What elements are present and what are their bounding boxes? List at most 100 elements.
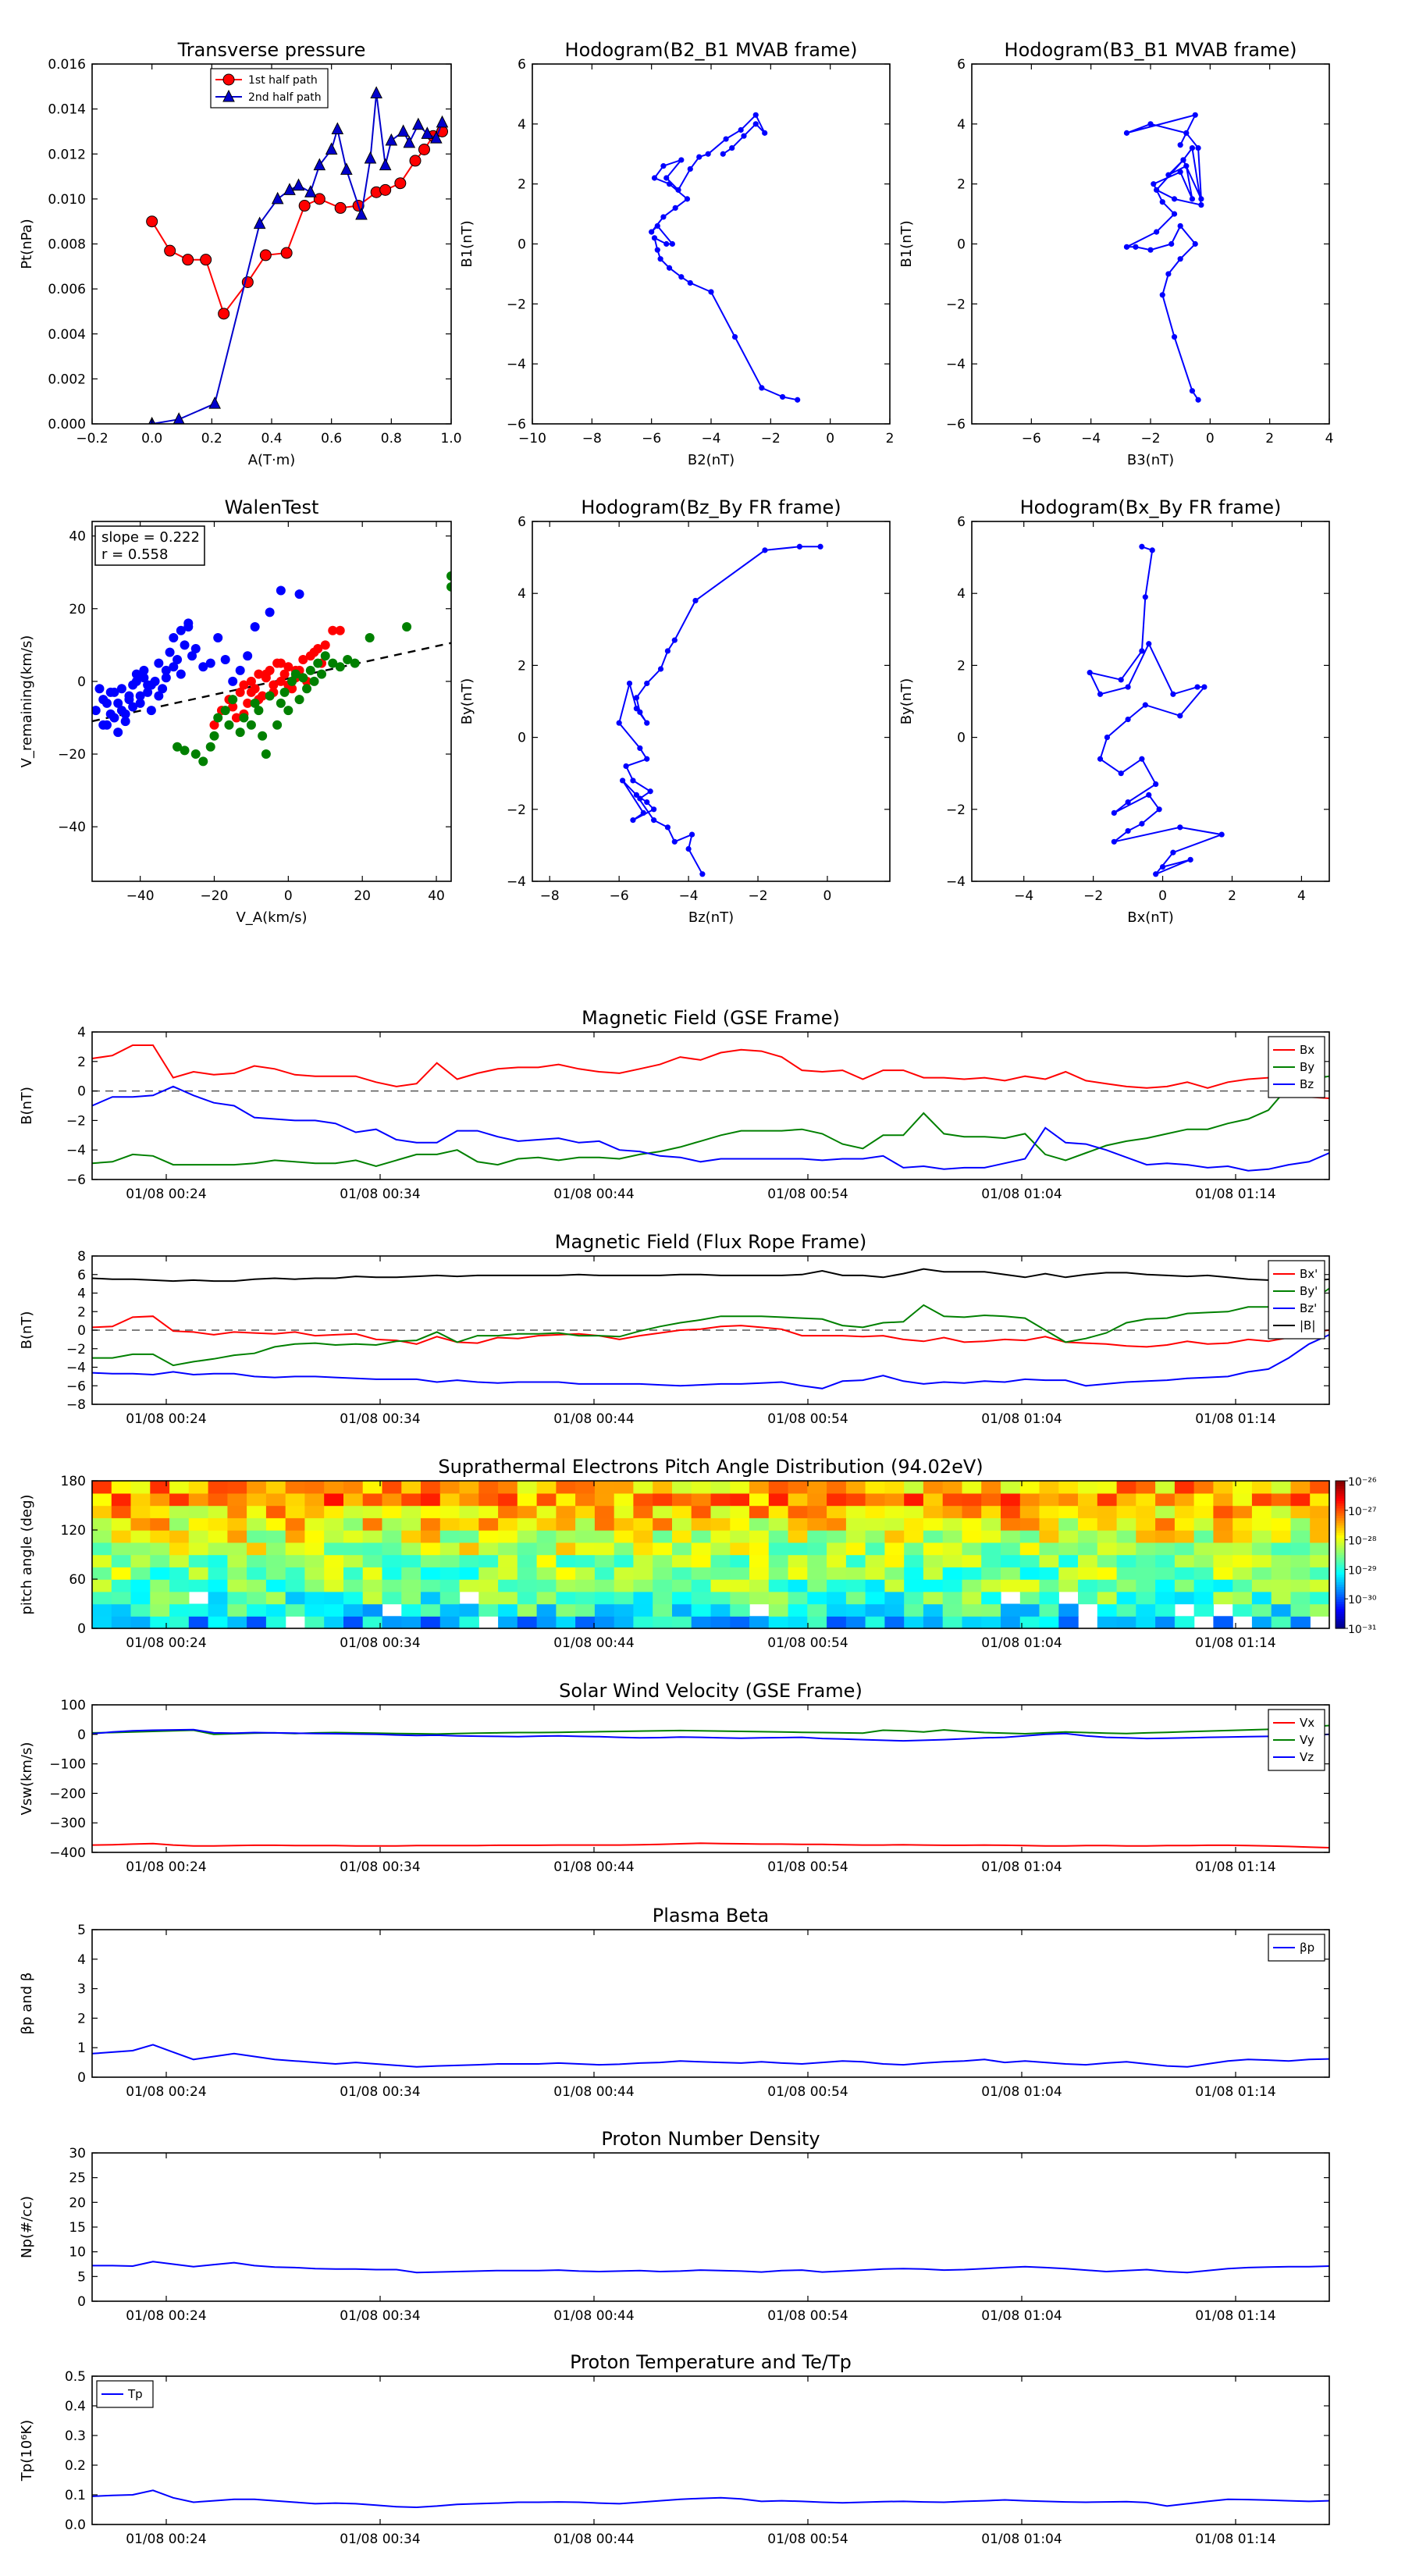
data-point (623, 763, 629, 770)
y-tick-label: 4 (518, 586, 526, 602)
heatmap-cell (614, 1505, 635, 1518)
colorbar-step (1336, 1542, 1345, 1546)
data-point (675, 187, 681, 193)
x-tick-label: 0.8 (381, 431, 402, 447)
heatmap-cell (1174, 1567, 1195, 1580)
y-axis-label: B(nT) (19, 1311, 35, 1350)
heatmap-cell (845, 1530, 866, 1543)
data-point (334, 201, 347, 214)
x-tick-label: −8 (582, 431, 602, 447)
heatmap-cell (672, 1579, 692, 1592)
heatmap-cell (150, 1493, 170, 1507)
heatmap-cell (343, 1579, 364, 1592)
data-point (1149, 547, 1155, 553)
heatmap-cell (1290, 1542, 1311, 1556)
x-tick-label: −8 (540, 888, 560, 904)
heatmap-cell (1001, 1579, 1021, 1592)
colorbar-step (1336, 1562, 1345, 1565)
heatmap-cell (169, 1554, 190, 1567)
y-tick-label: 0.4 (65, 2399, 86, 2414)
heatmap-cell (865, 1616, 885, 1629)
heatmap-cell (884, 1517, 905, 1531)
data-point (699, 871, 706, 877)
heatmap-cell (1213, 1616, 1233, 1629)
y-tick-label: 0 (957, 731, 966, 746)
heatmap-cell (768, 1505, 789, 1518)
heatmap-cell (962, 1579, 982, 1592)
heatmap-cell (672, 1603, 692, 1617)
y-tick-label: 0.002 (48, 372, 86, 387)
data-point (246, 720, 256, 730)
heatmap-cell (517, 1567, 538, 1580)
heatmap-cell (845, 1554, 866, 1567)
colorbar-step (1336, 1554, 1345, 1558)
heatmap-cell (285, 1591, 306, 1605)
heatmap-cell (382, 1567, 402, 1580)
heatmap-cell (169, 1505, 190, 1518)
data-point (146, 706, 156, 716)
data-point (817, 543, 823, 550)
data-point (146, 215, 158, 228)
heatmap-cell (827, 1603, 847, 1617)
x-axis-label: Bz(nT) (688, 909, 734, 926)
heatmap-cell (827, 1616, 847, 1629)
data-point (213, 633, 223, 643)
data-point (135, 698, 145, 708)
data-point (222, 73, 235, 86)
heatmap-cell (1232, 1481, 1253, 1494)
data-point (1165, 172, 1172, 178)
data-point (298, 200, 311, 212)
data-point (320, 640, 330, 650)
heatmap-cell (285, 1554, 306, 1567)
data-point (651, 235, 658, 241)
heatmap-cell (691, 1567, 712, 1580)
heatmap-cell (614, 1603, 635, 1617)
heatmap-cell (208, 1481, 228, 1494)
heatmap-cell (439, 1567, 461, 1580)
y-tick-label: 0 (77, 1727, 86, 1743)
y-tick-label: 0.000 (48, 417, 86, 432)
data-point (246, 687, 256, 697)
colorbar-step (1336, 1623, 1345, 1627)
annotation-text: r = 0.558 (101, 546, 168, 563)
heatmap-cell (1155, 1616, 1176, 1629)
x-tick-label: 01/08 00:24 (126, 1635, 206, 1651)
heatmap-cell (1097, 1542, 1118, 1556)
data-point (620, 777, 626, 784)
data-point (1189, 388, 1196, 394)
heatmap-cell (710, 1616, 731, 1629)
colorbar-step (1336, 1593, 1345, 1597)
heatmap-cell (981, 1530, 1001, 1543)
data-point (261, 749, 271, 760)
heatmap-cell (421, 1554, 441, 1567)
heatmap-cell (208, 1505, 228, 1518)
x-tick-label: 01/08 00:24 (126, 2084, 206, 2100)
heatmap-cell (421, 1591, 441, 1605)
heatmap-cell (807, 1505, 827, 1518)
heatmap-cell (1116, 1591, 1136, 1605)
colorbar-step (1336, 1576, 1345, 1580)
y-tick-label: 0 (77, 674, 86, 690)
heatmap-cell (459, 1554, 479, 1567)
heatmap-cell (1078, 1493, 1098, 1507)
x-tick-label: −0.2 (76, 431, 108, 447)
heatmap-cell (594, 1603, 615, 1617)
plot-area (92, 2044, 1329, 2068)
heatmap-cell (536, 1530, 557, 1543)
heatmap-cell (362, 1493, 383, 1507)
colorbar-step (1336, 1557, 1345, 1560)
data-point (235, 687, 245, 697)
colorbar-step (1336, 1606, 1345, 1610)
data-point (313, 158, 326, 171)
y-tick-label: 180 (61, 1474, 86, 1489)
heatmap-cell (1039, 1530, 1059, 1543)
x-tick-label: −4 (1081, 431, 1101, 447)
heatmap-cell (1078, 1542, 1098, 1556)
chart-title: Proton Number Density (601, 2128, 820, 2150)
y-axis-label: Vsw(km/s) (19, 1742, 35, 1816)
data-point (272, 720, 283, 730)
heatmap-cell (923, 1616, 944, 1629)
heatmap-cell (653, 1530, 673, 1543)
